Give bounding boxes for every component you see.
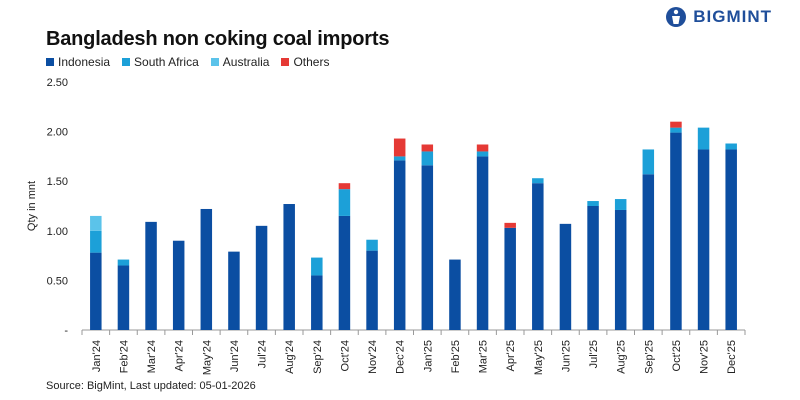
bar-segment-indonesia [532, 183, 544, 330]
bar-segment-indonesia [642, 174, 655, 330]
y-tick-label: 0.50 [47, 275, 68, 287]
x-tick-label: Jan'24 [91, 340, 103, 372]
bar-segment-indonesia [421, 165, 434, 330]
legend-item: Australia [210, 55, 270, 69]
x-tick-label: Jan'25 [422, 340, 434, 372]
bar-segment-south-africa [614, 199, 627, 210]
bar-segment-indonesia [255, 225, 268, 330]
legend-label: South Africa [134, 55, 199, 69]
x-tick-label: Nov'24 [367, 340, 379, 374]
x-tick-label: Feb'24 [118, 340, 130, 373]
bar-segment-indonesia [90, 252, 102, 330]
bar-segment-indonesia [725, 149, 737, 330]
x-tick-label: Dec'25 [726, 340, 738, 374]
chart-title: Bangladesh non coking coal imports [46, 28, 390, 50]
bigmint-logo-icon [666, 7, 687, 27]
bar-segment-south-africa [725, 143, 737, 150]
x-tick-label: Nov'25 [699, 340, 711, 374]
bar-segment-south-africa [311, 257, 323, 276]
bar-segment-indonesia [559, 223, 572, 330]
legend-item: South Africa [122, 55, 199, 69]
bar-segment-south-africa [476, 151, 489, 157]
bar-segment-indonesia [145, 221, 157, 330]
x-tick-label: Aug'24 [284, 340, 296, 374]
bar-segment-others [476, 144, 489, 152]
y-tick-label: 1.50 [47, 176, 68, 188]
bar-segment-indonesia [366, 250, 378, 330]
bar-segment-others [421, 144, 434, 152]
bar-segment-indonesia [449, 259, 461, 330]
x-tick-label: Sep'25 [643, 340, 655, 374]
x-tick-label: Mar'24 [146, 340, 158, 373]
source-note: Source: BigMint, Last updated: 05-01-202… [46, 380, 256, 392]
bigmint-logo: BIGMINT [665, 6, 772, 28]
bar-segment-indonesia [476, 156, 489, 330]
x-tick-label: Jul'25 [588, 340, 600, 368]
bar-segment-indonesia [393, 160, 406, 330]
brand-name: BIGMINT [693, 7, 772, 26]
x-tick-label: Feb'25 [450, 340, 462, 373]
x-tick-label: Jun'25 [560, 340, 572, 372]
x-tick-label: Oct'24 [339, 340, 351, 371]
legend-item: Indonesia [46, 55, 110, 69]
bar-segment-south-africa [670, 127, 682, 133]
legend-label: Australia [222, 55, 270, 69]
bar-segment-australia [90, 215, 102, 231]
legend-swatch [122, 58, 131, 66]
bar-segment-indonesia [697, 149, 710, 330]
bar-segment-south-africa [366, 239, 378, 251]
legend-swatch [281, 58, 290, 66]
bar-segment-south-africa [90, 230, 102, 253]
bar-segment-indonesia [283, 204, 295, 330]
bar-segment-indonesia [338, 215, 351, 330]
bar-segment-south-africa [338, 189, 351, 216]
bar-segment-south-africa [117, 259, 130, 266]
x-tick-label: Sep'24 [312, 340, 324, 374]
bar-segment-others [393, 138, 406, 157]
bar-segment-south-africa [421, 151, 434, 166]
bar-segment-indonesia [172, 240, 185, 330]
bar-segment-south-africa [587, 201, 599, 206]
bar-segment-indonesia [670, 132, 682, 330]
x-tick-label: Oct'25 [671, 340, 683, 371]
bar-segment-indonesia [117, 265, 130, 330]
y-axis-label: Qty in mnt [26, 181, 38, 231]
bar-segment-south-africa [393, 156, 406, 161]
x-tick-label: Jun'24 [229, 340, 241, 372]
y-tick-label: 1.00 [47, 226, 68, 238]
x-tick-label: May'24 [201, 340, 213, 375]
bar-segment-others [504, 222, 516, 228]
bar-segment-south-africa [642, 149, 655, 175]
bar-segment-indonesia [504, 227, 516, 330]
x-tick-label: Apr'24 [174, 340, 186, 371]
legend-label: Others [293, 55, 330, 69]
legend-swatch [46, 58, 54, 66]
legend-label: Indonesia [58, 55, 111, 69]
y-tick-label: 2.50 [47, 77, 68, 89]
bar-segment-indonesia [587, 206, 599, 330]
bar-segment-south-africa [697, 127, 710, 150]
bar-segment-others [670, 121, 682, 128]
x-tick-label: Mar'25 [478, 340, 490, 373]
chart-legend: Indonesia South Africa Australia Others [46, 55, 329, 69]
legend-item: Others [281, 55, 329, 69]
x-tick-label: Dec'24 [395, 340, 407, 374]
x-tick-label: Apr'25 [505, 340, 517, 371]
bar-segment-south-africa [532, 178, 544, 184]
bar-segment-indonesia [200, 208, 213, 330]
bar-segment-indonesia [614, 209, 627, 330]
legend-swatch [210, 58, 219, 66]
bar-segment-indonesia [228, 251, 240, 330]
bar-segment-others [338, 183, 351, 190]
x-tick-label: Aug'25 [616, 340, 628, 374]
y-tick-label: - [64, 325, 68, 337]
y-tick-label: 2.00 [47, 127, 68, 139]
x-tick-label: Jul'24 [257, 340, 269, 368]
bar-segment-indonesia [311, 275, 323, 330]
x-tick-label: May'25 [533, 340, 545, 375]
